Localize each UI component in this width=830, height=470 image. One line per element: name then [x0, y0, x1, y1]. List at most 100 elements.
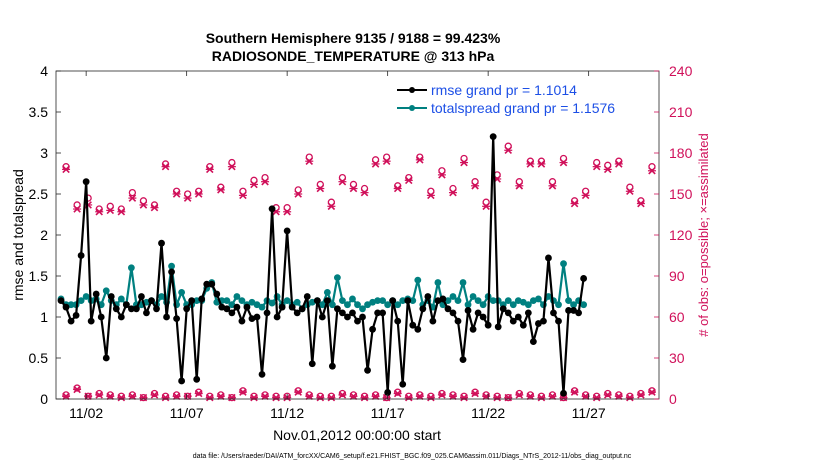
- obs-possible-night-point: [526, 391, 535, 399]
- left-y-tick-label: 0.5: [29, 350, 49, 366]
- rmse-point: [323, 297, 331, 304]
- rmse-point: [379, 309, 387, 317]
- rmse-point: [67, 317, 75, 325]
- totalspread-point: [555, 301, 562, 309]
- totalspread-point: [434, 279, 442, 286]
- totalspread-point: [318, 301, 326, 309]
- right-y-tick-label: 210: [669, 104, 693, 120]
- rmse-point: [529, 338, 537, 345]
- left-y-tick-label: 2: [40, 227, 48, 243]
- right-y-axis: 0 30 60 90 120 150 180 210 240: [654, 63, 693, 407]
- legend-spread-marker: [409, 105, 415, 111]
- x-axis: 11/02 11/07 11/12 11/17 11/22 11/27: [69, 71, 606, 421]
- totalspread-point: [359, 305, 366, 313]
- totalspread-point: [464, 301, 472, 309]
- totalspread-point: [474, 297, 482, 304]
- rmse-point: [499, 305, 507, 313]
- obs-possible-night-point: [371, 391, 380, 399]
- x-tick-label: 11/27: [572, 405, 606, 421]
- rmse-point: [504, 309, 512, 317]
- totalspread-point: [233, 293, 241, 300]
- rmse-point: [57, 297, 65, 304]
- rmse-point: [112, 305, 120, 313]
- obs-possible-day-point: [128, 188, 137, 197]
- totalspread-point: [158, 293, 165, 300]
- rmse-point: [535, 320, 542, 327]
- totalspread-point: [102, 287, 110, 295]
- totalspread-point: [168, 262, 175, 270]
- legend-spread-label: totalspread grand pr = 1.1576: [431, 100, 615, 116]
- x-tick-label: 11/22: [471, 405, 505, 421]
- totalspread-point: [67, 301, 75, 309]
- rmse-point: [92, 290, 100, 298]
- rmse-point: [188, 297, 196, 304]
- rmse-point: [479, 313, 487, 321]
- totalspread-point: [228, 301, 236, 309]
- obs-possible-night-point: [95, 389, 103, 398]
- left-y-axis: 0 0.5 1 1.5 2 2.5 3 3.5 4: [29, 63, 61, 407]
- rmse-point: [87, 317, 95, 325]
- obs-possible-night-point: [305, 391, 313, 399]
- obs-possible-night-point: [349, 391, 358, 399]
- obs-possible-night-point: [195, 388, 203, 396]
- rmse-point: [354, 317, 361, 325]
- rmse-point: [107, 293, 115, 300]
- rmse-point: [369, 325, 376, 333]
- legend-rmse-marker: [409, 87, 415, 93]
- x-tick-label: 11/12: [270, 405, 304, 421]
- totalspread-point: [328, 301, 336, 309]
- rmse-point: [575, 309, 582, 317]
- rmse-point: [223, 305, 231, 313]
- totalspread-point: [323, 289, 331, 296]
- rmse-point: [122, 301, 130, 309]
- totalspread-point: [519, 298, 527, 306]
- chart-title-line2: RADIOSONDE_TEMPERATURE @ 313 hPa: [212, 48, 495, 64]
- totalspread-point: [223, 297, 231, 304]
- rmse-point: [459, 356, 467, 364]
- rmse-point: [198, 295, 206, 303]
- left-y-tick-label: 3.5: [29, 104, 49, 120]
- obs-possible-night-point: [261, 391, 269, 399]
- right-y-tick-label: 120: [669, 227, 693, 243]
- rmse-point: [97, 313, 105, 321]
- totalspread-point: [580, 301, 588, 309]
- totalspread-point: [570, 301, 577, 309]
- rmse-point: [173, 315, 181, 323]
- rmse-point: [313, 297, 321, 304]
- rmse-point: [193, 375, 201, 383]
- right-y-tick-label: 0: [669, 391, 677, 407]
- rmse-series: [57, 133, 588, 397]
- rmse-point: [424, 293, 432, 300]
- obs-possible-night-point: [438, 389, 446, 398]
- rmse-point: [318, 313, 326, 321]
- left-y-tick-label: 3: [40, 145, 48, 161]
- rmse-point: [560, 389, 567, 397]
- obs-possible-night-point: [648, 387, 656, 395]
- totalspread-point: [77, 297, 85, 304]
- totalspread-point: [504, 297, 512, 304]
- rmse-point: [243, 303, 251, 311]
- rmse-point: [364, 366, 371, 374]
- right-y-tick-label: 90: [669, 268, 685, 284]
- rmse-point: [565, 307, 572, 314]
- chart-title-line1: Southern Hemisphere 9135 / 9188 = 99.423…: [206, 30, 501, 46]
- rmse-point: [263, 309, 271, 317]
- rmse-point: [514, 313, 522, 321]
- x-axis-label: Nov.01,2012 00:00:00 start: [273, 427, 441, 443]
- left-y-tick-label: 4: [40, 63, 48, 79]
- obs-possible-night-point: [637, 389, 645, 398]
- rmse-point: [454, 317, 462, 325]
- rmse-point: [469, 325, 477, 333]
- right-y-tick-label: 180: [669, 145, 693, 161]
- totalspread-point: [339, 297, 346, 304]
- rmse-point: [484, 321, 492, 329]
- rmse-point: [153, 305, 160, 313]
- rmse-point: [334, 305, 341, 313]
- rmse-point: [545, 254, 552, 262]
- totalspread-point: [258, 303, 266, 311]
- totalspread-point: [334, 274, 341, 282]
- obs-possible-night-point: [416, 391, 424, 399]
- rmse-point: [419, 305, 427, 313]
- obs-possible-night-point: [515, 389, 523, 398]
